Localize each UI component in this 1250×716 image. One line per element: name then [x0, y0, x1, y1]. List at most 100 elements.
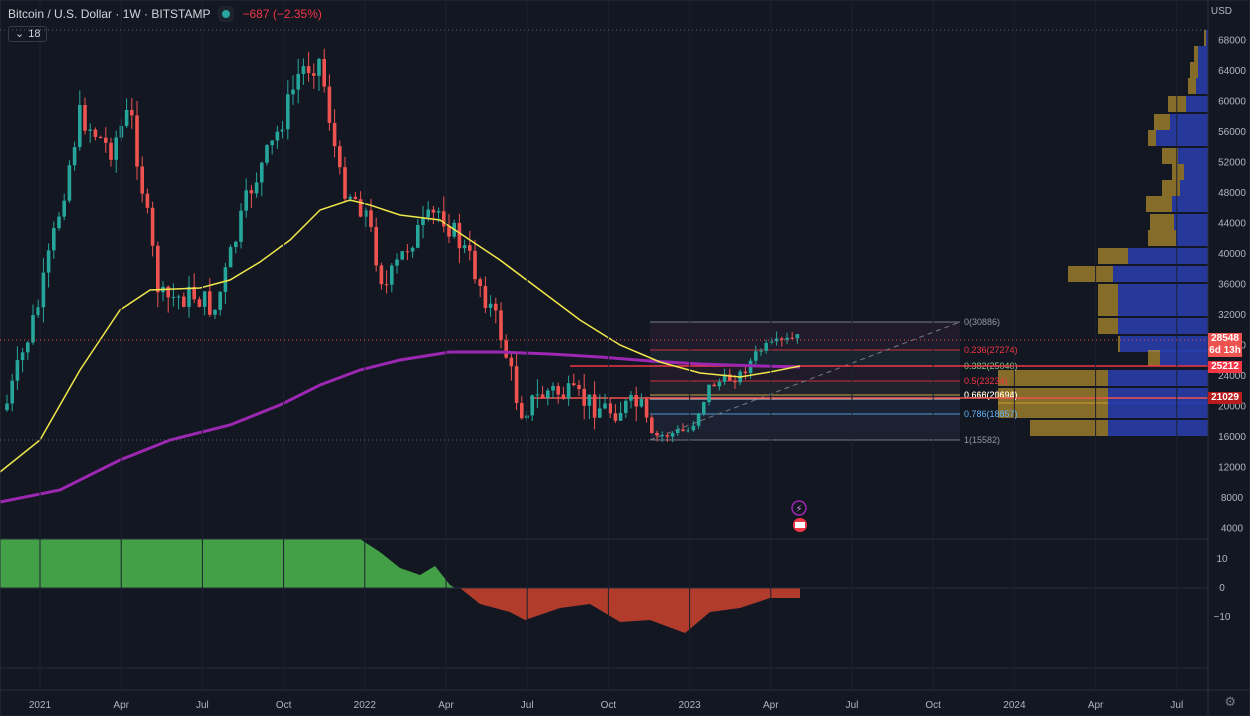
candle-body	[473, 250, 477, 280]
volume-profile-up-bar	[1174, 214, 1208, 230]
volume-profile-up-bar	[1156, 130, 1208, 146]
candle-body	[369, 210, 373, 228]
candle-body	[322, 58, 326, 87]
candle-body	[31, 315, 35, 343]
candle-body	[280, 129, 285, 132]
volume-profile-down-bar	[1098, 248, 1128, 264]
fibonacci-retracement[interactable]: 0(30886)0.236(27274)0.382(25040)0.5(2323…	[530, 317, 1208, 445]
symbol-title[interactable]: Bitcoin / U.S. Dollar · 1W · BITSTAMP	[8, 7, 211, 21]
volume-profile-up-bar	[1108, 402, 1208, 418]
candle-body	[379, 265, 384, 285]
candle-body	[182, 296, 186, 307]
settings-gear-icon[interactable]: ⚙	[1224, 694, 1236, 709]
candle-body	[317, 58, 321, 76]
candle-body	[130, 109, 134, 116]
candle-body	[364, 210, 368, 217]
price-tick: 40000	[1218, 249, 1246, 260]
candle-body	[306, 66, 311, 74]
candle-body	[728, 374, 732, 381]
candle-body	[572, 383, 576, 386]
volume-profile-up-bar	[1176, 230, 1208, 246]
price-tick: 24000	[1218, 371, 1246, 382]
candle-body	[52, 228, 56, 251]
candle-body	[234, 241, 238, 248]
candle-body	[296, 73, 300, 90]
candle-body	[733, 380, 737, 383]
candle-body	[343, 167, 347, 199]
symbol-header[interactable]: Bitcoin / U.S. Dollar · 1W · BITSTAMP −6…	[8, 6, 322, 22]
volume-profile-down-bar	[1098, 318, 1118, 334]
candle-body	[665, 435, 670, 437]
candle-body	[421, 217, 425, 226]
candle-body	[83, 104, 87, 131]
candle-body	[88, 129, 92, 131]
volume-profile-up-bar	[1108, 388, 1208, 404]
volume-profile-down-bar	[998, 370, 1108, 386]
candle-body	[582, 388, 586, 406]
event-markers[interactable]: ⚡	[791, 500, 807, 532]
volume-profile	[998, 30, 1208, 436]
candle-body	[390, 265, 394, 285]
price-tick: 64000	[1218, 66, 1246, 77]
volume-profile-down-bar	[1154, 114, 1170, 130]
price-tick: 36000	[1218, 280, 1246, 291]
fib-level-label: 0.236(27274)	[964, 345, 1018, 355]
candle-body	[457, 222, 462, 249]
price-tick: 44000	[1218, 219, 1246, 230]
volume-profile-down-bar	[1194, 46, 1198, 62]
last-price-value: 28548	[1211, 333, 1239, 344]
time-tick: Oct	[276, 700, 292, 711]
price-tick: 32000	[1218, 310, 1246, 321]
currency-selector[interactable]: USD	[1210, 6, 1232, 17]
candle-body	[447, 226, 451, 237]
fib-band	[650, 399, 960, 414]
candle-body	[20, 352, 25, 361]
volume-profile-down-bar	[1148, 130, 1156, 146]
time-tick: 2021	[29, 700, 52, 711]
oscillator-negative-area	[460, 588, 800, 633]
candle-body	[395, 259, 399, 266]
candle-body	[566, 383, 571, 399]
candle-body	[561, 394, 566, 399]
oscillator-tick: 0	[1219, 583, 1225, 594]
candle-body	[348, 196, 352, 199]
moving-averages	[0, 199, 801, 504]
volume-profile-down-bar	[1150, 214, 1174, 230]
candle-body	[660, 435, 664, 437]
indicator-badge[interactable]: ⌄ 18	[8, 26, 48, 42]
candle-body	[400, 251, 404, 260]
candle-body	[785, 337, 789, 340]
line-price-tag: 21029	[1208, 392, 1242, 404]
candle-body	[670, 433, 675, 437]
volume-profile-up-bar	[1198, 62, 1208, 78]
candle-body	[166, 286, 170, 298]
volume-profile-down-bar	[1162, 148, 1178, 164]
candle-body	[504, 340, 508, 358]
candle-body	[265, 145, 269, 163]
time-to-close: 6d 13h	[1209, 345, 1241, 356]
oscillator-tick: 10	[1216, 554, 1228, 565]
oscillator-tick: −10	[1214, 612, 1231, 623]
price-tick: 56000	[1218, 127, 1246, 138]
candle-body	[202, 291, 207, 307]
candle-body	[124, 109, 129, 126]
volume-profile-up-bar	[1108, 370, 1208, 386]
chevron-down-icon[interactable]: ⌄	[15, 28, 25, 40]
candle-body	[577, 385, 581, 389]
candle-body	[696, 413, 701, 426]
fib-level-label: 0.5(23234)	[964, 376, 1008, 386]
volume-profile-up-bar	[1180, 180, 1208, 196]
time-tick: 2024	[1003, 700, 1026, 711]
time-tick: Apr	[1088, 700, 1104, 711]
volume-profile-down-bar	[998, 388, 1108, 404]
volume-profile-down-bar	[1146, 196, 1172, 212]
candle-body	[104, 137, 108, 143]
volume-profile-up-bar	[1206, 30, 1208, 46]
candle-body	[93, 129, 98, 137]
candle-body	[780, 338, 784, 340]
candle-body	[587, 394, 592, 406]
lightning-glyph: ⚡	[795, 504, 802, 515]
candle-body	[478, 279, 482, 287]
volume-profile-down-bar	[1148, 230, 1176, 246]
